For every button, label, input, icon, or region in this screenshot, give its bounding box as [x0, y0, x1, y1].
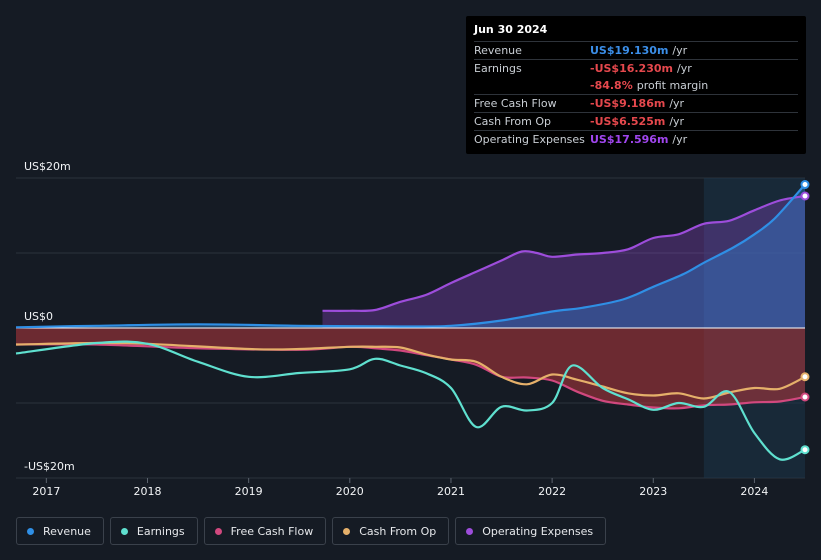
revenue-area — [16, 184, 805, 328]
x-tick-label: 2017 — [32, 485, 60, 498]
x-tick-label: 2019 — [235, 485, 263, 498]
tooltip-row-label: Earnings — [474, 62, 522, 75]
y-top-label: US$20m — [24, 160, 71, 173]
tooltip-row-unit: /yr — [669, 115, 685, 128]
legend-item-earnings[interactable]: Earnings — [109, 517, 198, 545]
operating-expenses-endpoint — [800, 191, 810, 201]
tooltip-row-value: -US$9.186m — [590, 97, 666, 110]
tooltip-row: Free Cash Flow -US$9.186m/yr — [474, 94, 798, 112]
tooltip-date: Jun 30 2024 — [474, 23, 548, 36]
x-tick-label: 2021 — [437, 485, 465, 498]
x-tick-label: 2024 — [740, 485, 768, 498]
series-endpoints — [800, 180, 810, 455]
legend-item-revenue[interactable]: Revenue — [16, 517, 104, 545]
tooltip-row-value: US$17.596m — [590, 133, 669, 146]
free-cash-flow-endpoint — [800, 392, 810, 402]
legend-dot-icon — [120, 527, 128, 535]
cash-from-op-endpoint — [800, 372, 810, 382]
tooltip-row: Cash From Op -US$6.525m/yr — [474, 112, 798, 130]
legend-dot-icon — [343, 527, 351, 535]
x-tick-label: 2020 — [336, 485, 364, 498]
revenue-line — [15, 183, 806, 329]
legend-label: Free Cash Flow — [230, 524, 314, 538]
tooltip-row: Revenue US$19.130m/yr — [474, 41, 798, 59]
legend-dot-icon — [27, 527, 34, 535]
legend-item-operating-expenses[interactable]: Operating Expenses — [455, 517, 607, 545]
legend-label: Cash From Op — [359, 524, 437, 538]
tooltip-row-label: Revenue — [474, 44, 522, 57]
legend: Revenue Earnings Free Cash Flow Cash From O… — [16, 517, 612, 545]
series-layer — [15, 183, 806, 461]
tooltip-row: -84.8% profit margin — [474, 77, 798, 94]
earnings-line — [15, 340, 806, 461]
legend-label: Earnings — [136, 524, 185, 538]
tooltip-row-unit: /yr — [672, 44, 688, 57]
revenue-endpoint — [800, 180, 810, 190]
tooltip-rows: Revenue US$19.130m/yr Earnings -US$16.230m /… — [474, 41, 798, 148]
x-tick-label: 2018 — [134, 485, 162, 498]
cash-from-op-line — [15, 341, 806, 400]
legend-item-cash-from-op[interactable]: Cash From Op — [332, 517, 450, 545]
tooltip-row-unit: /yr — [672, 133, 688, 146]
tooltip-row-value: -US$6.525m — [590, 115, 666, 128]
tooltip-row-unit: profit margin — [636, 79, 709, 92]
legend-dot-icon — [214, 527, 222, 535]
y-bottom-label: -US$20m — [24, 460, 75, 473]
tooltip-row-unit: /yr — [669, 97, 685, 110]
tooltip-panel: Jun 30 2024 Revenue US$19.130m/yr Earnings… — [466, 16, 806, 154]
earnings-endpoint — [800, 445, 810, 455]
x-axis-ticks: 2017 2018 2019 2020 2021 2022 2023 2024 — [32, 478, 768, 498]
tooltip-row-value: US$19.130m — [590, 44, 669, 57]
tooltip-row-label: Operating Expenses — [474, 133, 585, 146]
x-tick-label: 2023 — [639, 485, 667, 498]
tooltip-row-value: -US$16.230m — [590, 62, 673, 75]
x-tick-label: 2022 — [538, 485, 566, 498]
tooltip-row-label — [474, 77, 590, 94]
y-zero-label: US$0 — [24, 310, 53, 323]
tooltip-row-label: Cash From Op — [474, 115, 552, 128]
tooltip-row-unit: /yr — [676, 62, 692, 75]
operating-expenses-area — [322, 196, 805, 328]
tooltip-row-value: -84.8% — [590, 79, 633, 92]
tooltip-row-label: Free Cash Flow — [474, 97, 557, 110]
tooltip-row: Operating Expenses US$17.596m/yr — [474, 130, 798, 148]
legend-label: Revenue — [43, 524, 91, 538]
legend-item-free-cash-flow[interactable]: Free Cash Flow — [203, 517, 327, 545]
legend-label: Operating Expenses — [482, 524, 594, 538]
operating-expenses-line — [322, 194, 806, 312]
chart: US$20m US$0 -US$20m 2017 2018 2019 2020 2021… — [15, 160, 810, 498]
tooltip-row: Earnings -US$16.230m/yr — [474, 59, 798, 77]
legend-dot-icon — [466, 527, 474, 535]
